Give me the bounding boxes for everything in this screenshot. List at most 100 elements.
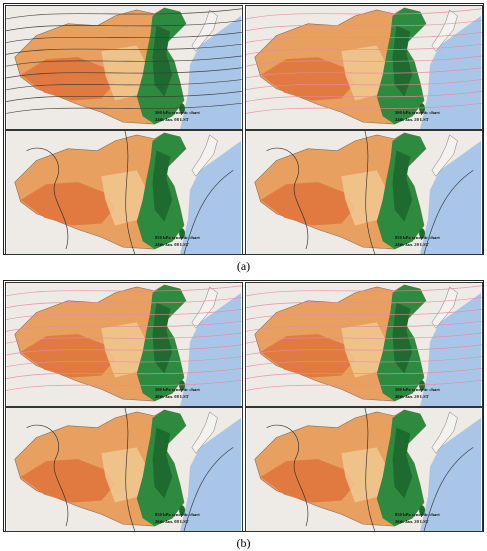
chart-level: 850 hPa synoptic chart (395, 512, 440, 517)
caption-a: (a) (236, 259, 251, 273)
map-panel-b-850hpa-20: 850 hPa synoptic chart 26th Jan. 20 LST (245, 407, 483, 532)
map-panel-a-500hpa-08: 500 hPa synoptic chart 24th Jan. 08 LST (5, 5, 243, 130)
contour-line (246, 356, 482, 368)
contour-line (6, 67, 242, 79)
contour-line (246, 79, 482, 91)
contour-line (246, 102, 482, 114)
contour-line (6, 308, 242, 320)
japan-landmass (191, 134, 218, 177)
chart-time: 26th Jan. 20 LST (395, 519, 429, 524)
contour-line (183, 447, 234, 531)
chart-time: 24th Jan. 20 LST (395, 117, 429, 122)
contour-line (246, 367, 482, 380)
japan-landmass (191, 411, 218, 454)
chart-label: 500 hPa synoptic chart 24th Jan. 08 LST (155, 109, 235, 123)
contour-line (6, 79, 242, 91)
isobar-contours (26, 408, 234, 531)
moist-region (101, 447, 147, 503)
chart-level: 850 hPa synoptic chart (395, 235, 440, 240)
map-panel-a-850hpa-08: 850 hPa synoptic chart 24th Jan. 08 LST (5, 130, 243, 255)
contour-line (6, 332, 242, 344)
contour-line (246, 320, 482, 332)
map-panel-a-850hpa-20: 850 hPa synoptic chart 24th Jan. 20 LST (245, 130, 483, 255)
japan-landmass (431, 134, 458, 177)
contour-line (6, 344, 242, 356)
contour-line (6, 8, 242, 20)
contour-line (6, 90, 242, 103)
contour-line (246, 90, 482, 103)
map-panel-a-500hpa-20: 500 hPa synoptic chart 24th Jan. 20 LST (245, 5, 483, 130)
chart-level: 500 hPa synoptic chart (155, 110, 200, 115)
contour-line (124, 408, 136, 531)
chart-time: 24th Jan. 20 LST (395, 242, 429, 247)
isobar-contours (6, 285, 242, 391)
synoptic-map (6, 408, 242, 531)
moist-region (341, 170, 387, 226)
taiwan-island (419, 103, 426, 114)
plateau-region (20, 182, 116, 226)
contour-line (246, 285, 482, 297)
chart-time: 26th Jan. 20 LST (395, 394, 429, 399)
map-panel-b-500hpa-08: 500 hPa synoptic chart 26th Jan. 08 LST (5, 282, 243, 407)
contour-line (6, 102, 242, 114)
contour-line (246, 332, 482, 344)
contour-line (266, 424, 309, 527)
contour-line (6, 297, 242, 309)
synoptic-map (246, 283, 482, 406)
moist-region (341, 447, 387, 503)
caption-b: (b) (236, 536, 251, 550)
moist-region (101, 170, 147, 226)
figure-group-a: 500 hPa synoptic chart 24th Jan. 08 LST … (3, 3, 484, 255)
contour-line (246, 20, 482, 32)
plateau-region (260, 334, 356, 378)
contour-line (6, 356, 242, 368)
contour-line (246, 43, 482, 55)
synoptic-map (6, 6, 242, 129)
contour-line (26, 424, 69, 527)
contour-line (246, 31, 482, 43)
map-panel-b-500hpa-20: 500 hPa synoptic chart 26th Jan. 20 LST (245, 282, 483, 407)
map-panel-b-850hpa-08: 850 hPa synoptic chart 26th Jan. 08 LST (5, 407, 243, 532)
contour-line (246, 67, 482, 79)
chart-label: 500 hPa synoptic chart 26th Jan. 20 LST (395, 386, 475, 400)
contour-line (246, 8, 482, 20)
chart-level: 500 hPa synoptic chart (395, 387, 440, 392)
contour-line (364, 131, 376, 254)
plateau-region (260, 57, 356, 101)
contour-line (6, 20, 242, 32)
plateau-region (260, 459, 356, 503)
isobar-contours (246, 285, 482, 391)
dense-vegetation (152, 427, 173, 499)
chart-level: 850 hPa synoptic chart (155, 512, 200, 517)
contour-line (6, 285, 242, 297)
contour-line (246, 55, 482, 67)
chart-level: 500 hPa synoptic chart (395, 110, 440, 115)
synoptic-map (246, 131, 482, 254)
synoptic-map (246, 6, 482, 129)
taiwan-island (419, 228, 426, 239)
japan-landmass (431, 411, 458, 454)
chart-label: 850 hPa synoptic chart 26th Jan. 20 LST (395, 511, 475, 525)
chart-level: 850 hPa synoptic chart (155, 235, 200, 240)
isobar-contours (266, 131, 474, 254)
japan-landmass (431, 9, 458, 52)
dense-vegetation (392, 427, 413, 499)
plateau-region (260, 182, 356, 226)
contour-line (6, 55, 242, 67)
chart-time: 26th Jan. 08 LST (155, 394, 189, 399)
taiwan-island (179, 380, 186, 391)
japan-landmass (431, 286, 458, 329)
dense-vegetation (152, 150, 173, 222)
contour-line (246, 297, 482, 309)
chart-time: 26th Jan. 08 LST (155, 519, 189, 524)
contour-line (6, 367, 242, 380)
synoptic-map (6, 283, 242, 406)
taiwan-island (179, 505, 186, 516)
contour-line (246, 308, 482, 320)
contour-line (423, 170, 474, 254)
plateau-region (20, 334, 116, 378)
contour-line (246, 344, 482, 356)
japan-landmass (191, 286, 218, 329)
taiwan-island (419, 380, 426, 391)
contour-line (6, 31, 242, 43)
